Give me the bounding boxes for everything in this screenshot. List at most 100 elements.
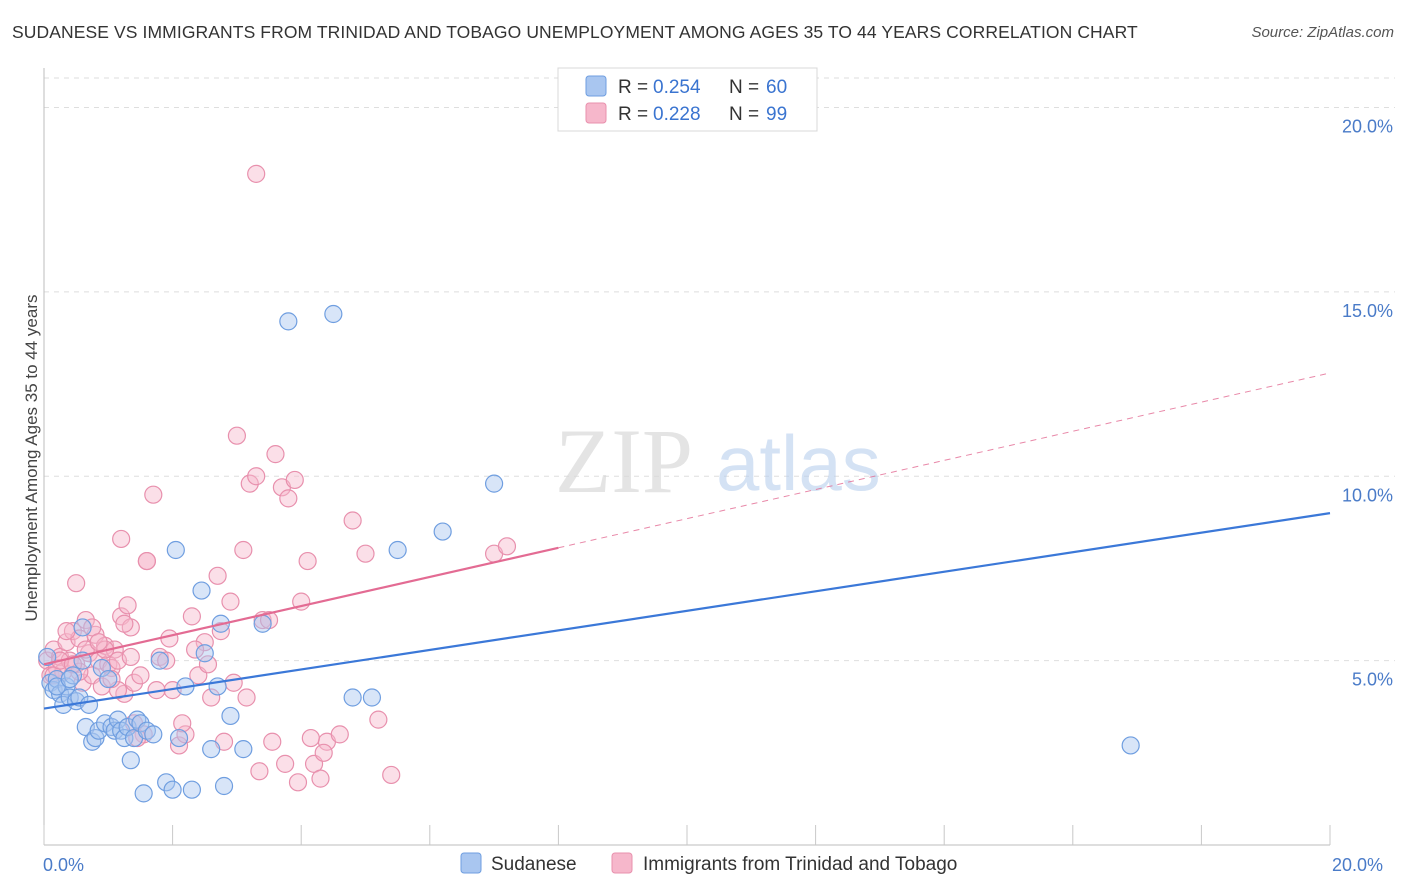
trinidad-point xyxy=(247,164,266,183)
sudanese-point xyxy=(166,540,185,560)
y-tick-label: 5.0% xyxy=(1352,670,1393,690)
trinidad-point xyxy=(137,551,156,571)
trinidad-point xyxy=(57,622,76,641)
trinidad-point xyxy=(356,544,375,563)
sudanese-point xyxy=(115,728,134,748)
trinidad-point xyxy=(198,655,218,674)
sudanese-point xyxy=(60,669,79,689)
chart-title: SUDANESE VS IMMIGRANTS FROM TRINIDAD AND… xyxy=(12,22,1138,42)
trinidad-point xyxy=(279,489,298,508)
trinidad-point xyxy=(121,647,140,667)
trinidad-point xyxy=(124,673,144,692)
trinidad-point xyxy=(224,673,243,692)
trinidad-point xyxy=(67,574,86,593)
sudanese-point xyxy=(202,740,221,759)
y-tick-label: 20.0% xyxy=(1342,117,1393,137)
sudanese-point xyxy=(253,614,272,633)
y-tick-label: 15.0% xyxy=(1342,301,1393,321)
sudanese-point xyxy=(38,647,57,667)
trinidad-point xyxy=(115,614,134,633)
bottom-legend-sudanese: Sudanese xyxy=(491,854,577,875)
series-sudanese-points xyxy=(38,304,1140,803)
trinidad-point xyxy=(250,762,269,781)
bottom-legend-trinidad: Immigrants from Trinidad and Tobago xyxy=(643,854,957,875)
trinidad-point xyxy=(301,728,320,748)
trinidad-point xyxy=(263,732,282,751)
trinidad-point xyxy=(157,651,176,670)
trinidad-point xyxy=(131,666,150,685)
sudanese-point xyxy=(221,706,240,726)
sudanese-point xyxy=(214,776,234,796)
trinidad-trend-line xyxy=(43,546,559,666)
trinidad-point xyxy=(276,754,295,773)
sudanese-point xyxy=(433,522,452,541)
sudanese-point xyxy=(134,784,153,803)
sudanese-point xyxy=(150,651,169,670)
legend-n-label-1: N = xyxy=(729,77,759,98)
sudanese-point xyxy=(108,710,128,729)
trinidad-point xyxy=(314,743,333,762)
trinidad-point xyxy=(169,736,189,755)
sudanese-point xyxy=(131,714,150,733)
sudanese-point xyxy=(73,618,92,637)
sudanese-point xyxy=(163,780,182,799)
sudanese-point xyxy=(182,780,201,799)
legend-swatch-blue xyxy=(585,75,607,97)
sudanese-point xyxy=(192,581,211,600)
trinidad-point xyxy=(63,622,83,641)
trinidad-point xyxy=(144,485,163,504)
bottom-legend-swatch-trinidad xyxy=(611,852,633,874)
legend-r-value-2: 0.228 xyxy=(653,104,701,125)
trend-lines xyxy=(43,372,1331,710)
legend-n-value-2: 99 xyxy=(766,104,787,125)
trinidad-point xyxy=(497,537,517,556)
x-tick-label-min: 0.0% xyxy=(43,855,84,875)
trinidad-point xyxy=(118,596,137,615)
trinidad-point xyxy=(285,470,304,490)
correlation-legend: R = 0.254 N = 60 R = 0.228 N = 99 xyxy=(557,67,818,132)
sudanese-point xyxy=(1121,736,1140,755)
trinidad-point xyxy=(112,529,131,549)
trinidad-point xyxy=(202,688,221,707)
axes xyxy=(43,68,1331,846)
trinidad-point xyxy=(211,622,230,641)
trinidad-point xyxy=(208,566,227,585)
sudanese-point xyxy=(388,540,407,560)
trinidad-point xyxy=(330,725,349,744)
sudanese-point xyxy=(234,740,253,759)
legend-n-value-1: 60 xyxy=(766,77,787,98)
trinidad-point xyxy=(160,629,179,648)
trinidad-point xyxy=(343,511,362,530)
sudanese-point xyxy=(324,304,343,324)
trinidad-point xyxy=(234,540,253,560)
sudanese-point xyxy=(169,728,189,748)
sudanese-point xyxy=(144,725,163,744)
trinidad-point xyxy=(369,710,388,729)
watermark-atlas: atlas xyxy=(716,419,881,507)
x-tick-label-max: 20.0% xyxy=(1332,855,1383,875)
sudanese-point xyxy=(279,312,298,331)
legend-swatch-pink xyxy=(585,102,607,124)
trinidad-point xyxy=(298,551,317,571)
sudanese-point xyxy=(92,658,111,678)
sudanese-point xyxy=(485,474,504,493)
grid-lines xyxy=(44,77,1395,662)
source-credit: Source: ZipAtlas.com xyxy=(1251,24,1394,41)
legend-r-label-2: R = xyxy=(618,104,648,125)
sudanese-point xyxy=(195,644,214,663)
sudanese-point xyxy=(343,688,362,707)
trinidad-point xyxy=(247,467,266,486)
y-axis-label: Unemployment Among Ages 35 to 44 years xyxy=(22,295,41,622)
sudanese-point xyxy=(157,773,176,792)
trinidad-point xyxy=(89,633,108,652)
series-legend: Sudanese Immigrants from Trinidad and To… xyxy=(460,852,957,875)
sudanese-point xyxy=(362,688,382,707)
legend-r-label-1: R = xyxy=(618,77,648,98)
trinidad-point xyxy=(227,426,246,445)
legend-r-value-1: 0.254 xyxy=(653,77,701,98)
bottom-legend-swatch-sudanese xyxy=(460,852,482,874)
watermark-zip: ZIP xyxy=(555,410,693,512)
sudanese-trend-line xyxy=(43,512,1331,710)
series-trinidad-points xyxy=(38,164,517,792)
